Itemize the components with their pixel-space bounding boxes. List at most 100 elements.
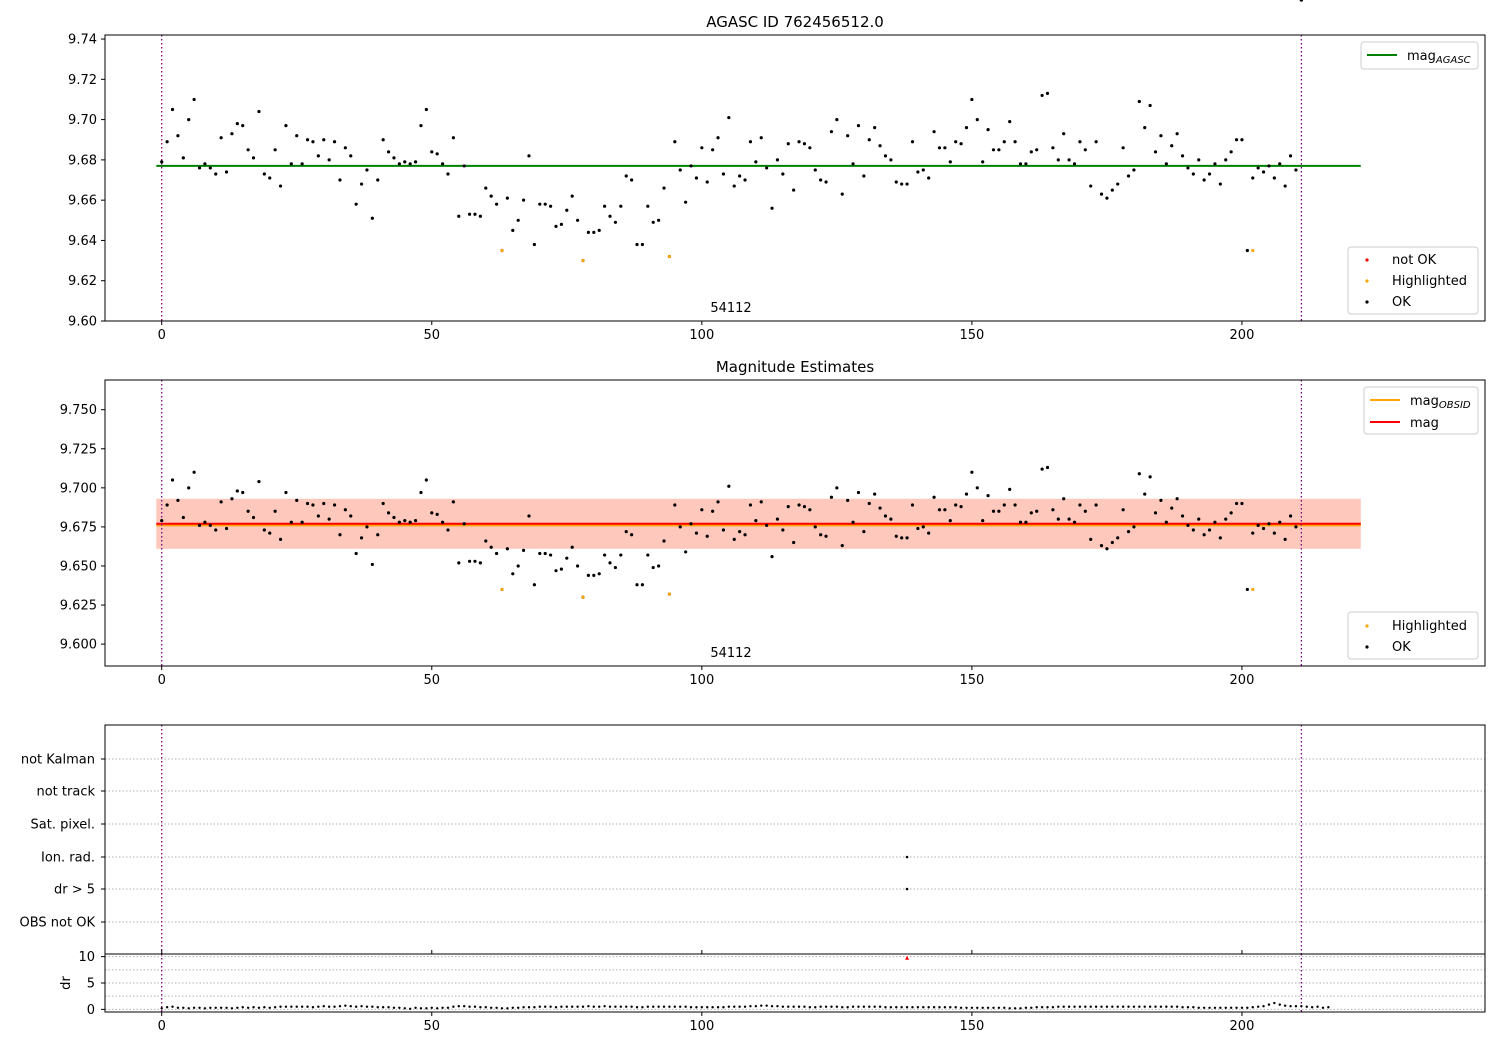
mag-point bbox=[1089, 184, 1093, 188]
dr-point bbox=[1267, 1003, 1271, 1006]
mag-point bbox=[711, 148, 715, 152]
dr-point bbox=[846, 1006, 849, 1009]
mag-point bbox=[327, 158, 331, 162]
dr-point bbox=[279, 1005, 282, 1008]
mag-point bbox=[1008, 487, 1012, 491]
mag-point bbox=[548, 204, 553, 208]
mag-point bbox=[268, 176, 272, 180]
dr-point bbox=[1084, 1005, 1087, 1008]
mag-point bbox=[451, 136, 455, 140]
y-tick-label: 9.66 bbox=[68, 194, 97, 209]
dr-point bbox=[1154, 1005, 1157, 1008]
legend-highlighted-2: Highlighted bbox=[1392, 619, 1467, 634]
mag-point bbox=[1251, 176, 1255, 180]
mag-point bbox=[937, 146, 942, 150]
y-tick-label: 9.675 bbox=[60, 520, 97, 535]
dr-point bbox=[695, 1006, 698, 1009]
mag-point bbox=[835, 486, 839, 490]
dr-point bbox=[841, 1006, 844, 1009]
mag-point bbox=[797, 503, 801, 507]
legend-mag-agasc-sub: AGASC bbox=[1435, 55, 1471, 66]
mag-point bbox=[646, 204, 650, 208]
mag-point bbox=[624, 529, 628, 534]
mag-point bbox=[1002, 503, 1006, 507]
mag-point bbox=[657, 564, 661, 568]
panel-dr-ylabel: dr bbox=[59, 976, 74, 990]
mag-point bbox=[527, 514, 531, 518]
dr-point bbox=[1316, 1005, 1319, 1008]
dr-point bbox=[1138, 1005, 1141, 1008]
mag-point bbox=[170, 478, 175, 482]
mag-point bbox=[457, 561, 461, 565]
mag-point bbox=[494, 202, 499, 206]
flag-point bbox=[905, 855, 909, 859]
mag-point bbox=[1105, 547, 1109, 551]
mag-point bbox=[862, 529, 866, 534]
y-tick-label: 10 bbox=[78, 950, 95, 965]
mag-point bbox=[1213, 520, 1217, 524]
dr-point bbox=[1035, 1006, 1038, 1009]
mag-point bbox=[603, 553, 607, 557]
mag-point bbox=[295, 498, 299, 502]
mag-point bbox=[532, 242, 536, 247]
mag-point bbox=[862, 174, 866, 178]
dr-point bbox=[500, 1007, 504, 1010]
dr-point bbox=[1321, 1006, 1325, 1009]
dr-point bbox=[905, 1006, 909, 1009]
dr-point bbox=[1224, 1006, 1227, 1009]
dr-point bbox=[792, 1005, 795, 1008]
mag-point bbox=[1213, 162, 1217, 166]
mag-point bbox=[241, 124, 245, 128]
dr-point bbox=[1019, 1007, 1022, 1010]
dr-point bbox=[706, 1006, 709, 1009]
mag-point bbox=[754, 519, 758, 523]
mag-point bbox=[603, 204, 607, 208]
x-tick-label: 0 bbox=[158, 673, 166, 688]
mag-point bbox=[673, 503, 677, 507]
mag-point bbox=[1121, 508, 1125, 512]
mag-point bbox=[954, 140, 958, 144]
dr-point bbox=[603, 1005, 606, 1008]
dr-point bbox=[273, 1006, 277, 1009]
x-tick-label: 0 bbox=[158, 328, 166, 343]
mag-point bbox=[543, 551, 547, 556]
dr-point bbox=[381, 1006, 385, 1009]
mag-point bbox=[592, 573, 596, 577]
mag-point bbox=[430, 150, 434, 154]
mag-point bbox=[1218, 536, 1222, 540]
panel-agasc-annotation: 54112 bbox=[710, 301, 751, 316]
y-tick-label: 9.725 bbox=[60, 442, 97, 457]
mag-point bbox=[894, 534, 898, 538]
highlighted-point bbox=[667, 254, 672, 259]
dr-point bbox=[1094, 1005, 1098, 1008]
y-tick-label: 9.70 bbox=[68, 113, 97, 128]
mag-point bbox=[1278, 162, 1282, 166]
legend-ok-2: OK bbox=[1392, 640, 1411, 655]
mag-point bbox=[419, 124, 423, 128]
dr-point bbox=[787, 1005, 790, 1008]
dr-point bbox=[1235, 1006, 1238, 1009]
svg-text:magAGASC: magAGASC bbox=[1407, 49, 1471, 66]
mag-point bbox=[705, 534, 709, 538]
dr-point bbox=[927, 1006, 930, 1009]
mag-point bbox=[181, 515, 185, 520]
dr-point bbox=[657, 1005, 660, 1008]
dr-point bbox=[733, 1005, 736, 1008]
mag-point bbox=[1218, 182, 1222, 186]
mag-point bbox=[430, 511, 434, 515]
mag-point bbox=[916, 170, 920, 174]
dr-point bbox=[1148, 1005, 1152, 1008]
dr-point bbox=[311, 1006, 315, 1009]
dr-point bbox=[182, 1006, 185, 1009]
mag-point bbox=[1013, 140, 1017, 144]
mag-point bbox=[246, 148, 250, 152]
mag-point bbox=[1035, 148, 1039, 152]
dr-point bbox=[198, 1006, 201, 1009]
dr-point bbox=[1057, 1005, 1060, 1008]
dr-point bbox=[1283, 1004, 1287, 1007]
mag-point bbox=[316, 514, 320, 518]
mag-point bbox=[597, 228, 601, 232]
mag-point bbox=[381, 138, 385, 142]
dr-point bbox=[776, 1005, 779, 1008]
dr-point bbox=[360, 1005, 363, 1008]
